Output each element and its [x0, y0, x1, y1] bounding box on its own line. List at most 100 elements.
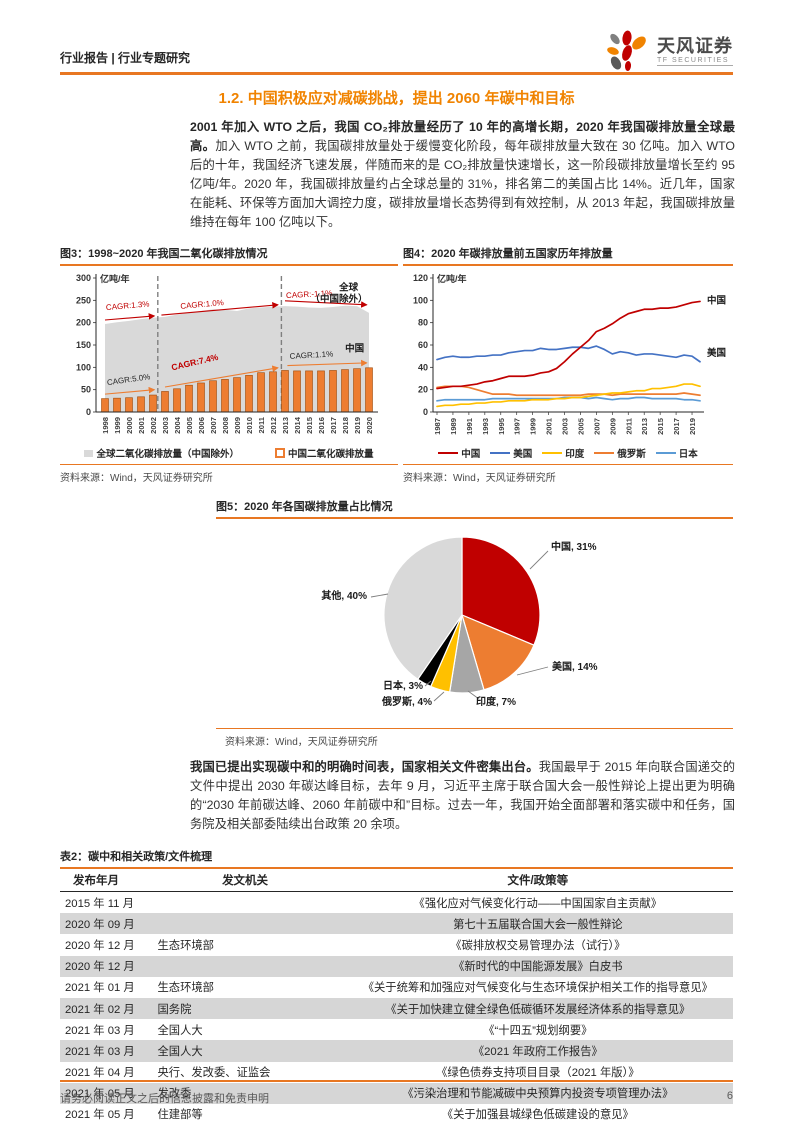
- cell-date: 2020 年 09 月: [65, 918, 135, 931]
- svg-text:1987: 1987: [433, 418, 442, 435]
- cell-date: 2021 年 05 月: [65, 1088, 135, 1101]
- col-header-agency: 发文机关: [147, 869, 343, 892]
- legend-swatch: [438, 452, 459, 454]
- svg-text:俄罗斯, 4%: 俄罗斯, 4%: [381, 695, 432, 708]
- legend-item: 俄罗斯: [594, 446, 646, 460]
- svg-text:100: 100: [76, 362, 91, 372]
- svg-text:1993: 1993: [481, 418, 490, 435]
- svg-text:2007: 2007: [209, 417, 218, 434]
- report-type-label: 行业报告 | 行业专题研究: [60, 51, 191, 65]
- footer-disclaimer: 请务必阅读正文之后的信息披露和免责申明: [60, 1093, 269, 1105]
- svg-text:1991: 1991: [465, 417, 474, 435]
- table-row: 2020 年 09 月 第七十五届联合国大会一般性辩论: [60, 913, 733, 935]
- svg-text:300: 300: [76, 273, 91, 283]
- svg-text:中国: 中国: [345, 342, 364, 354]
- figure-3-legend: 全球二氧化碳排放量（中国除外） 中国二氧化碳排放量: [60, 446, 398, 460]
- figure-5-title: 图5：2020 年各国碳排放量占比情况: [216, 498, 733, 519]
- cell-agency: 全国人大: [157, 1024, 203, 1037]
- cell-date: 2021 年 04 月: [65, 1067, 135, 1080]
- svg-text:2019: 2019: [688, 418, 697, 435]
- svg-text:（中国除外）: （中国除外）: [310, 293, 367, 305]
- svg-text:CAGR:1.1%: CAGR:1.1%: [289, 350, 333, 361]
- table-row: 2021 年 05 月 住建部等 《关于加强县城绿色低碳建设的意见》: [60, 1104, 733, 1122]
- cell-date: 2021 年 03 月: [65, 1045, 135, 1058]
- figure-3-title: 图3：1998~2020 年我国二氧化碳排放情况: [60, 245, 398, 266]
- svg-text:CAGR:-1.1%: CAGR:-1.1%: [286, 289, 333, 300]
- cell-document: 《2021 年政府工作报告》: [472, 1045, 603, 1058]
- svg-text:1997: 1997: [513, 418, 522, 435]
- svg-text:1999: 1999: [113, 417, 122, 434]
- legend-item: 中国二氧化碳排放量: [275, 446, 374, 460]
- paragraph-2-body: 我国最早于 2015 年向联合国递交的文件中提出 2030 年碳达峰目标，去年 …: [190, 760, 735, 831]
- legend-swatch: [275, 448, 285, 458]
- svg-text:50: 50: [81, 385, 91, 395]
- svg-text:2001: 2001: [545, 417, 554, 435]
- svg-text:2008: 2008: [221, 417, 230, 434]
- svg-text:100: 100: [413, 295, 428, 305]
- cell-date: 2021 年 03 月: [65, 1024, 135, 1037]
- section-title: 1.2. 中国积极应对减碳挑战，提出 2060 年碳中和目标: [218, 90, 575, 107]
- svg-text:日本, 3%: 日本, 3%: [383, 679, 423, 692]
- svg-text:2015: 2015: [305, 416, 314, 434]
- table-row: 2021 年 04 月 央行、发改委、证监会 《绿色债券支持项目目录（2021 年版…: [60, 1062, 733, 1083]
- legend-item: 美国: [490, 446, 532, 460]
- figure-3-co2-emissions-china-vs-world: 图3：1998~2020 年我国二氧化碳排放情况 0 50 100 150 200 250…: [60, 245, 398, 484]
- cell-agency: 住建部等: [157, 1109, 203, 1122]
- cell-document: 第七十五届联合国大会一般性辩论: [453, 918, 623, 931]
- table-row: 2021 年 05 月 发改委 《污染治理和节能减碳中央预算内投资专项管理办法》: [60, 1082, 733, 1104]
- cell-agency: 发改委: [157, 1088, 192, 1101]
- cell-date: 2021 年 01 月: [65, 982, 135, 995]
- figure-4-line-chart: 0 20 40 60 80 100 120 亿吨/年 1987 1989 1991 1993 1995 1…: [413, 273, 726, 435]
- svg-text:2017: 2017: [329, 417, 338, 434]
- policy-table: 发布年月 发文机关 文件/政策等 2015 年 11 月 《强化应对气候变化行动—…: [60, 869, 733, 1122]
- svg-text:1989: 1989: [449, 418, 458, 435]
- svg-text:2007: 2007: [592, 418, 601, 435]
- policy-table-block: 表2：碳中和相关政策/文件梳理 发布年月 发文机关 文件/政策等 2015 年 …: [60, 848, 733, 1122]
- paragraph-1-lead: 2001 年加入 WTO 之后，我国 CO₂排放量经历了 10 年的高增长期，2…: [190, 120, 735, 153]
- paragraph-1-body: 加入 WTO 之前，我国碳排放量处于缓慢变化阶段，每年碳排放量大致在 30 亿吨…: [190, 139, 735, 229]
- cell-agency: 国务院: [157, 1003, 192, 1016]
- svg-text:2000: 2000: [125, 417, 134, 434]
- svg-text:2003: 2003: [161, 417, 170, 434]
- svg-text:亿吨/年: 亿吨/年: [100, 273, 130, 284]
- svg-text:2002: 2002: [149, 417, 158, 434]
- col-header-document: 文件/政策等: [342, 869, 733, 892]
- cell-agency: 央行、发改委、证监会: [157, 1067, 271, 1080]
- figure-5-pie-chart: 中国, 31% 美国, 14% 印度, 7% 俄罗斯, 4% 日本, 3% 其他, 40%: [321, 536, 598, 708]
- svg-text:2013: 2013: [640, 418, 649, 435]
- svg-text:2014: 2014: [293, 416, 302, 434]
- svg-text:中国, 31%: 中国, 31%: [551, 540, 597, 553]
- cell-document: 《关于加强县城绿色低碳建设的意见》: [441, 1109, 634, 1122]
- svg-text:2013: 2013: [281, 417, 290, 434]
- col-header-date: 发布年月: [60, 869, 148, 892]
- logo-flower-icon: [607, 30, 646, 71]
- svg-text:2015: 2015: [656, 417, 665, 435]
- svg-text:亿吨/年: 亿吨/年: [437, 273, 467, 284]
- cell-agency: [147, 913, 342, 934]
- cell-date: 2020 年 12 月: [65, 961, 135, 974]
- legend-swatch: [542, 452, 563, 454]
- svg-text:0: 0: [86, 407, 91, 417]
- svg-text:1999: 1999: [529, 418, 538, 435]
- paragraph-2-lead: 我国已提出实现碳中和的明确时间表，国家相关文件密集出台。: [190, 760, 539, 774]
- figure-4-top5-countries-emissions: 图4：2020 年碳排放量前五国家历年排放量 0 20 40 60 80 100 120 亿吨…: [403, 245, 733, 484]
- svg-text:2011: 2011: [257, 416, 266, 433]
- figure-row: 图3：1998~2020 年我国二氧化碳排放情况 0 50 100 150 200 250…: [60, 245, 733, 484]
- table-header-row: 发布年月 发文机关 文件/政策等: [60, 869, 733, 892]
- cell-document: 《绿色债券支持项目目录（2021 年版）》: [436, 1067, 640, 1080]
- svg-text:中国: 中国: [707, 294, 726, 306]
- page-footer: 请务必阅读正文之后的信息披露和免责申明 6: [60, 1080, 733, 1106]
- svg-text:2018: 2018: [341, 417, 350, 434]
- svg-text:120: 120: [413, 273, 428, 283]
- svg-text:2001: 2001: [137, 416, 146, 434]
- cell-agency: [147, 892, 342, 914]
- cell-date: 2021 年 02 月: [65, 1003, 135, 1016]
- cell-agency: 全国人大: [157, 1045, 203, 1058]
- svg-text:2009: 2009: [233, 417, 242, 434]
- footer-divider: [60, 1080, 733, 1082]
- paragraph-2: 我国已提出实现碳中和的明确时间表，国家相关文件密集出台。我国最早于 2015 年…: [190, 758, 735, 834]
- legend-item: 中国: [438, 446, 480, 460]
- table-row: 2020 年 12 月 生态环境部 《碳排放权交易管理办法（试行）》: [60, 934, 733, 955]
- table-row: 2021 年 03 月 全国人大 《“十四五”规划纲要》: [60, 1019, 733, 1040]
- cell-agency: [147, 956, 342, 977]
